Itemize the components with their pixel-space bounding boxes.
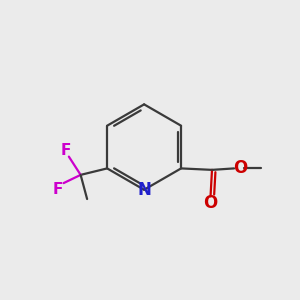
- Text: F: F: [60, 142, 70, 158]
- Text: O: O: [203, 194, 218, 212]
- Text: F: F: [53, 182, 63, 197]
- Text: N: N: [137, 181, 151, 199]
- Text: O: O: [233, 159, 248, 177]
